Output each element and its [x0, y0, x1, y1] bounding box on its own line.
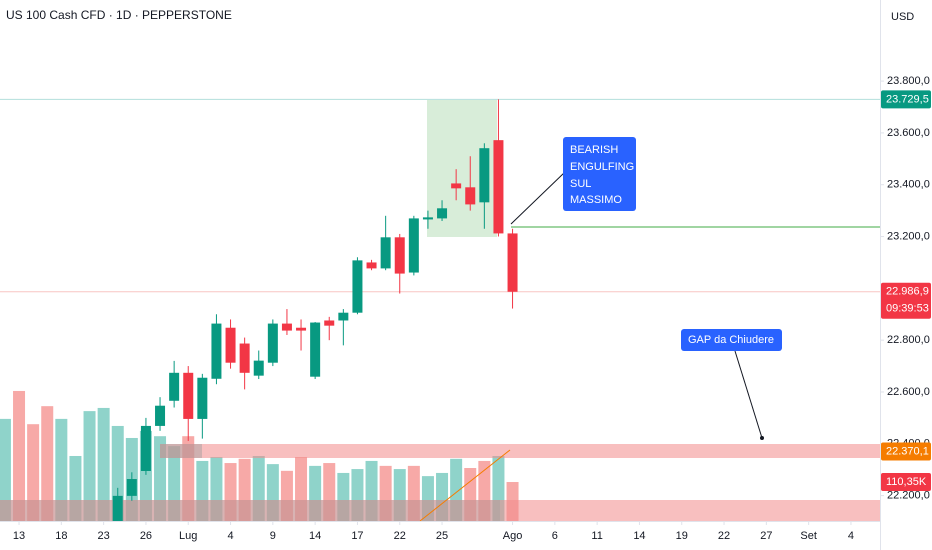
candle-body [225, 327, 236, 363]
trend-line [419, 449, 511, 521]
candle-body [479, 148, 490, 203]
volume-bar [27, 424, 40, 521]
y-tick-label: 22.600,0 [887, 386, 930, 398]
candle-body [310, 322, 321, 377]
annotation-dot [760, 436, 764, 440]
x-tick-label: 22 [394, 530, 406, 542]
axes: 22.200,022.400,022.600,022.800,023.200,0… [13, 75, 931, 542]
candle-body [281, 323, 292, 331]
lower-zone-shade [0, 500, 500, 521]
candle-body [211, 323, 222, 379]
annotation-box [563, 137, 636, 211]
candle-body [352, 260, 363, 313]
lower-zone [0, 500, 880, 521]
gap-zone-shade [160, 444, 202, 458]
x-tick-label: 18 [55, 530, 67, 542]
candle-body [437, 208, 448, 219]
chart-title: US 100 Cash CFD · 1D · PEPPERSTONE [6, 8, 232, 22]
candle-body [451, 183, 462, 189]
annotation-bearish: BEARISH ENGULFING SUL MASSIMO [510, 137, 636, 225]
price-label: 22.370,1 [886, 445, 929, 457]
annotation-text: GAP da Chiudere [688, 334, 774, 346]
annotation-box [681, 329, 782, 351]
x-tick-label: 13 [13, 530, 25, 542]
annotation-pointer [510, 171, 566, 225]
volume-bar [0, 418, 11, 521]
price-label: 23.729,5 [886, 93, 929, 105]
volume-bar [97, 407, 110, 521]
candle-body [296, 327, 307, 331]
candle-body [169, 372, 180, 401]
x-tick-label: 4 [848, 530, 854, 542]
x-tick-label: 4 [227, 530, 233, 542]
volume-label-box [881, 473, 931, 492]
annotation-text: MASSIMO [570, 194, 622, 206]
candle-body [183, 372, 194, 419]
x-tick-label: 27 [760, 530, 772, 542]
x-tick-label: 25 [436, 530, 448, 542]
annotation-text: SUL [570, 178, 591, 190]
candle-body [338, 312, 349, 321]
x-tick-label: 14 [633, 530, 645, 542]
y-tick-label: 23.200,0 [887, 230, 930, 242]
candle-body [112, 495, 123, 521]
candle-body [408, 218, 419, 273]
annotation-pointer [734, 350, 763, 439]
gap-zone [160, 444, 880, 458]
candle-body [197, 377, 208, 419]
price-label: 22.986,9 [886, 286, 929, 298]
y-tick-label: 23.400,0 [887, 179, 930, 191]
candle-body [324, 320, 335, 326]
candle-body [465, 187, 476, 205]
y-tick-label: 22.200,0 [887, 490, 930, 502]
candle-body [126, 479, 137, 496]
annotation-gap: GAP da Chiudere [681, 329, 782, 440]
candle-body [507, 233, 518, 292]
x-tick-label: 26 [140, 530, 152, 542]
price-label-box [881, 90, 931, 109]
candle-body [239, 343, 250, 373]
x-tick-label: 11 [591, 530, 602, 542]
candle-body [422, 217, 433, 220]
x-tick-label: 19 [676, 530, 688, 542]
candle-body [493, 140, 504, 234]
x-tick-label: 17 [351, 530, 363, 542]
volume-bar [41, 406, 54, 521]
candle-body [394, 237, 405, 274]
volume-bar [55, 418, 68, 521]
x-tick-label: 6 [552, 530, 558, 542]
x-tick-label: 23 [98, 530, 110, 542]
candle-body [253, 360, 264, 376]
countdown-label: 09:39:53 [886, 303, 929, 315]
x-tick-label: 9 [270, 530, 276, 542]
y-tick-label: 23.600,0 [887, 127, 930, 139]
price-lines [0, 98, 880, 293]
candle-body [140, 425, 151, 471]
x-tick-label: Lug [179, 530, 197, 542]
annotation-text: BEARISH [570, 144, 618, 156]
currency-label: USD [891, 11, 914, 23]
candles-layer [112, 99, 518, 521]
candle-body [380, 237, 391, 269]
x-tick-label: Set [800, 530, 817, 542]
price-label-box [881, 442, 931, 461]
annotation-text: ENGULFING [570, 161, 634, 173]
x-tick-label: 22 [718, 530, 730, 542]
volume-bar [83, 411, 96, 521]
candle-body [366, 262, 377, 269]
x-tick-label: Ago [503, 530, 523, 542]
x-tick-label: 14 [309, 530, 321, 542]
volume-bar [13, 390, 26, 521]
candle-body [155, 405, 166, 426]
candle-body [267, 323, 278, 363]
price-label-box [881, 282, 931, 319]
volume-label: 110,35K [886, 476, 927, 488]
y-tick-label: 22.800,0 [887, 334, 930, 346]
y-tick-label: 23.800,0 [887, 75, 930, 87]
